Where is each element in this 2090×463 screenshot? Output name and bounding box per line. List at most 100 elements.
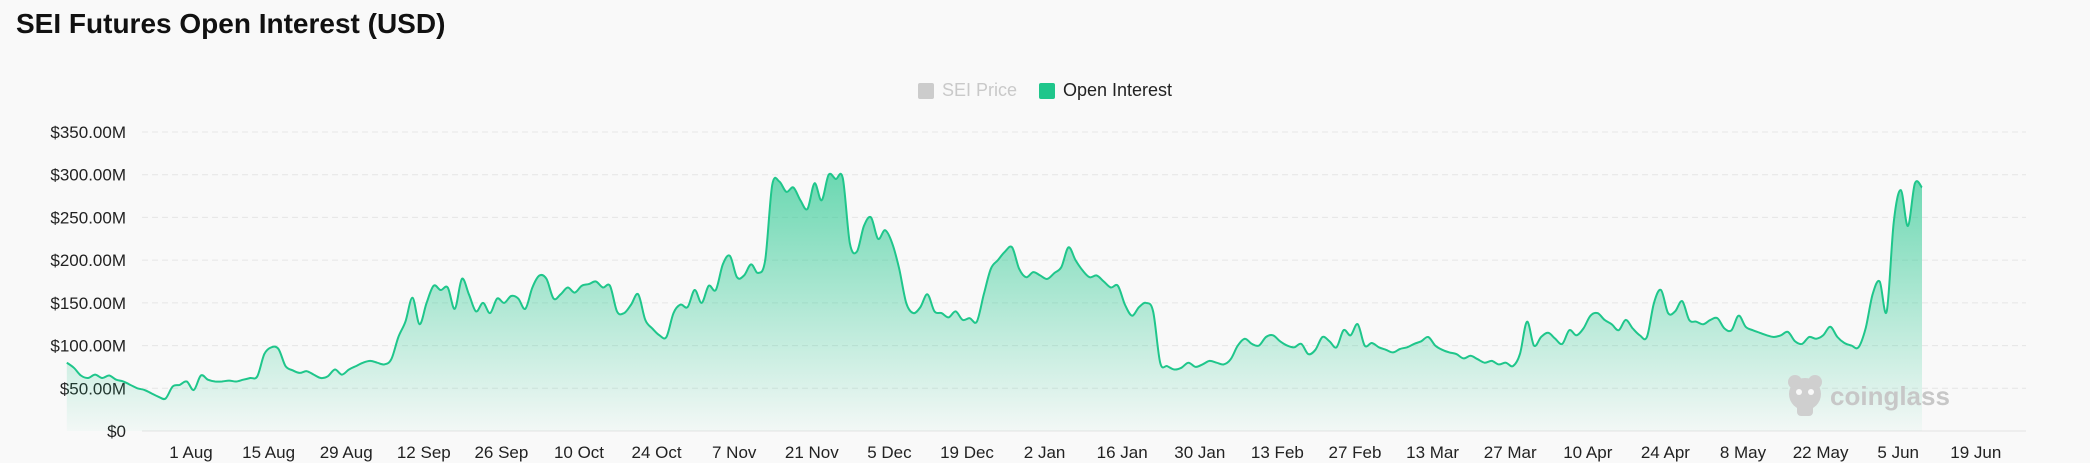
open-interest-point: [1124, 304, 1125, 305]
legend-label-sei-price: SEI Price: [941, 80, 1017, 100]
open-interest-point: [447, 287, 448, 288]
open-interest-point: [793, 187, 794, 188]
open-interest-point: [1541, 336, 1542, 337]
open-interest-point: [1378, 347, 1379, 348]
open-interest-point: [1167, 366, 1168, 367]
open-interest-point: [1456, 354, 1457, 355]
open-interest-point: [236, 381, 237, 382]
x-tick-label: 19 Dec: [940, 443, 994, 462]
open-interest-point: [736, 277, 737, 278]
open-interest-point: [715, 289, 716, 290]
open-interest-point: [567, 287, 568, 288]
open-interest-point: [751, 264, 752, 265]
open-interest-point: [863, 225, 864, 226]
open-interest-point: [659, 335, 660, 336]
open-interest-point: [405, 321, 406, 322]
open-interest-point: [758, 272, 759, 273]
x-tick-label: 1 Aug: [169, 443, 213, 462]
open-interest-point: [1844, 342, 1845, 343]
open-interest-point: [609, 285, 610, 286]
open-interest-point: [948, 317, 949, 318]
legend-item-open-interest[interactable]: Open Interest: [1038, 80, 1172, 101]
open-interest-point: [1569, 330, 1570, 331]
open-interest-point: [1117, 285, 1118, 286]
open-interest-point: [1512, 366, 1513, 367]
open-interest-point: [1385, 349, 1386, 350]
open-interest-point: [1399, 348, 1400, 349]
open-interest-point: [377, 362, 378, 363]
open-interest-point: [1336, 347, 1337, 348]
open-interest-point: [1745, 326, 1746, 327]
open-interest-point: [1209, 360, 1210, 361]
open-interest-point: [1230, 359, 1231, 360]
open-interest-point: [1237, 345, 1238, 346]
open-interest-point: [1780, 335, 1781, 336]
open-interest-point: [440, 289, 441, 290]
open-interest-point: [800, 200, 801, 201]
open-interest-point: [1879, 281, 1880, 282]
open-interest-point: [1019, 268, 1020, 269]
open-interest-point: [1653, 302, 1654, 303]
open-interest-point: [327, 376, 328, 377]
y-tick-label: $100.00M: [50, 337, 126, 356]
x-tick-label: 29 Aug: [320, 443, 373, 462]
open-interest-point: [1689, 319, 1690, 320]
x-tick-label: 12 Sep: [397, 443, 451, 462]
open-interest-point: [468, 294, 469, 295]
chart-title: SEI Futures Open Interest (USD): [16, 8, 446, 39]
open-interest-point: [278, 348, 279, 349]
x-tick-label: 30 Jan: [1174, 443, 1225, 462]
open-interest-point: [1555, 338, 1556, 339]
open-interest-area: [66, 173, 1922, 431]
open-interest-point: [1562, 343, 1563, 344]
open-interest-point: [687, 307, 688, 308]
open-interest-point: [341, 374, 342, 375]
open-interest-point: [1802, 343, 1803, 344]
open-interest-point: [1703, 324, 1704, 325]
open-interest-point: [1308, 354, 1309, 355]
open-interest-point: [1421, 341, 1422, 342]
open-interest-point: [1576, 335, 1577, 336]
watermark-text: coinglass: [1830, 381, 1950, 411]
open-interest-point: [1223, 364, 1224, 365]
open-interest-point: [1188, 362, 1189, 363]
open-interest-point: [475, 311, 476, 312]
open-interest-point: [1484, 362, 1485, 363]
open-interest-point: [1153, 311, 1154, 312]
x-tick-label: 2 Jan: [1024, 443, 1066, 462]
x-tick-label: 10 Apr: [1563, 443, 1612, 462]
open-interest-point: [264, 354, 265, 355]
open-interest-point: [1470, 355, 1471, 356]
open-interest-point: [885, 230, 886, 231]
open-interest-point: [391, 359, 392, 360]
open-interest-point: [1865, 328, 1866, 329]
open-interest-point: [1660, 289, 1661, 290]
open-interest-point: [729, 255, 730, 256]
open-interest-point: [285, 366, 286, 367]
open-interest-point: [1146, 302, 1147, 303]
open-interest-point: [1435, 345, 1436, 346]
open-interest-point: [652, 328, 653, 329]
open-interest-point: [1174, 369, 1175, 370]
open-interest-point: [257, 376, 258, 377]
open-interest-point: [1604, 319, 1605, 320]
open-interest-point: [419, 324, 420, 325]
x-tick-label: 24 Oct: [632, 443, 682, 462]
open-interest-point: [1350, 335, 1351, 336]
open-interest-point: [807, 208, 808, 209]
open-interest-point: [1463, 358, 1464, 359]
open-interest-point: [1773, 336, 1774, 337]
x-tick-label: 16 Jan: [1097, 443, 1148, 462]
series-open-interest: [66, 172, 1923, 431]
open-interest-point: [1837, 336, 1838, 337]
legend-item-sei-price[interactable]: SEI Price: [917, 80, 1017, 101]
open-interest-point: [1519, 354, 1520, 355]
open-interest-point: [602, 287, 603, 288]
open-interest-point: [1668, 313, 1669, 314]
open-interest-point: [1675, 311, 1676, 312]
open-interest-point: [814, 183, 815, 184]
open-interest-point: [1710, 319, 1711, 320]
open-interest-point: [539, 275, 540, 276]
watermark: coinglass: [1788, 375, 1950, 416]
